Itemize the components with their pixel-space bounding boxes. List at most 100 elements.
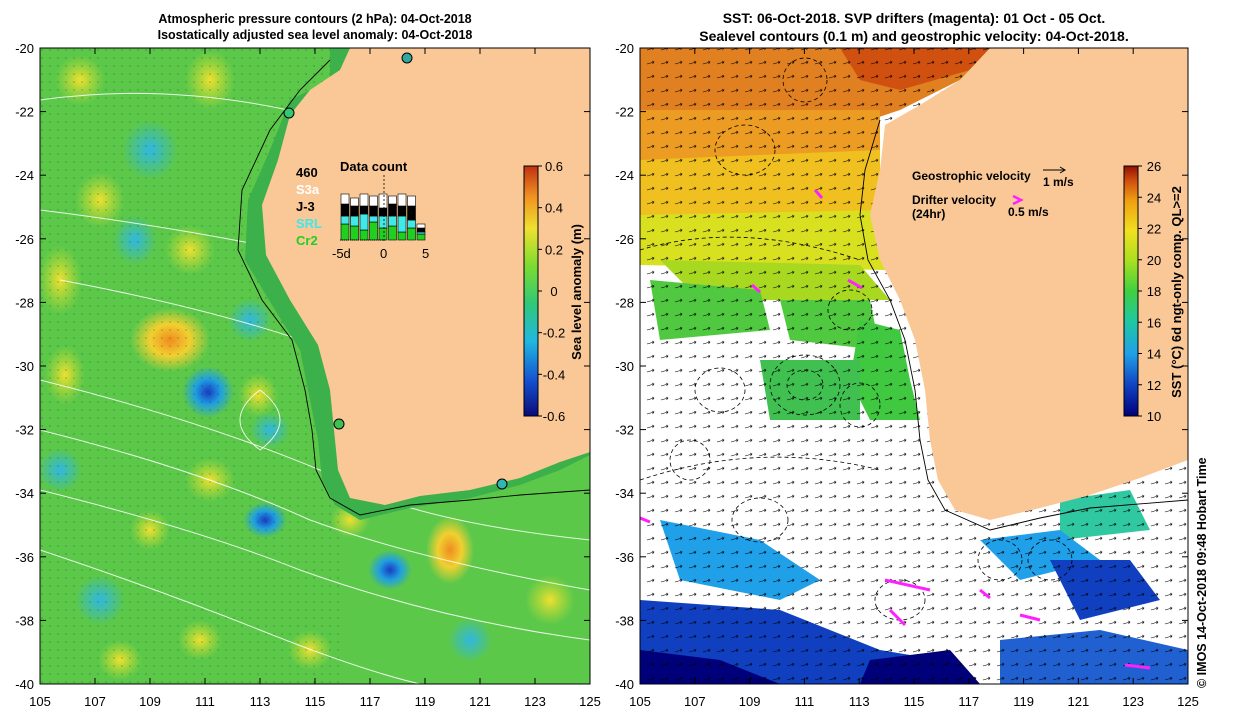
left-x-tick-label: 113 [250,694,271,709]
data-count-bar-segment [340,223,350,241]
data-count-bar-segment [369,221,378,241]
sst-colorbar-tick-label: 10 [1147,409,1161,424]
data-count-bar-segment [388,203,397,217]
left-x-tick-label: 125 [579,694,601,709]
axis-tick-labels: 105 107 109 111 113 115 117 119 121 123 125-20-22-… [15,41,1199,709]
sla-colorbar-label: Sea level anomaly (m) [569,224,584,360]
data-count-axis-min: -5d [332,246,351,261]
left-x-tick-label: 107 [84,694,106,709]
data-count-bar-segment [407,219,416,229]
right-x-tick-label: 123 [1122,694,1144,709]
left-y-tick-label: -26 [15,232,34,247]
geostrophic-scale: 1 m/s [1043,175,1074,189]
left-title-line1: Atmospheric pressure contours (2 hPa): 0… [158,12,472,26]
right-x-tick-label: 107 [684,694,706,709]
geostrophic-label: Geostrophic velocity [912,169,1031,183]
data-count-bar-segment [340,203,350,217]
data-count-bar-segment [378,207,388,217]
left-isobath [237,59,590,516]
data-count-bar-segment [340,193,350,205]
left-y-tick-label: -38 [15,613,34,628]
right-x-tick-label: 109 [739,694,761,709]
copyright-text: © IMOS 14-Oct-2018 09:48 Hobart Time [1195,457,1209,688]
left-y-tick-label: -28 [15,295,34,310]
left-x-tick-label: 117 [360,694,381,709]
sealevel-contours [640,57,1073,621]
left-x-tick-label: 115 [305,694,326,709]
sst-colorbar-tick-label: 22 [1147,222,1161,237]
right-y-tick-label: -34 [615,486,634,501]
right-title-line1: SST: 06-Oct-2018. SVP drifters (magenta)… [722,10,1106,26]
left-x-tick-label: 105 [29,694,51,709]
data-count-bar-segment [369,215,378,223]
data-count-bar-segment [397,231,407,241]
data-count-bar-segment [388,195,397,205]
data-count-bar-segment [397,215,407,233]
right-title-line2: Sealevel contours (0.1 m) and geostrophi… [699,27,1129,44]
right-panel-title: SST: 06-Oct-2018. SVP drifters (magenta)… [640,10,1188,45]
left-title-line2: Isostatically adjusted sea level anomaly… [157,27,473,42]
sst-colorbar [1123,165,1139,417]
data-count-bar-segment [340,215,350,225]
sat-label-s3a: S3a [296,182,320,197]
data-count-bar-segment [378,193,388,209]
data-count-bar-segment [359,205,369,215]
right-x-tick-label: 119 [1013,694,1034,709]
right-y-tick-label: -26 [615,232,634,247]
drifter-sub: (24hr) [912,207,945,221]
sla-colorbar-tick-label: 0 [550,284,557,299]
left-x-tick-label: 109 [139,694,161,709]
velocity-legend-symbols [1012,166,1066,206]
data-count-title: Data count [340,159,408,174]
sst-colorbar-label: SST (°C) 6d ngt-only comp. QL>=2 [1169,186,1184,398]
right-y-tick-label: -30 [615,359,634,374]
sla-colorbar-tick-label: 0.2 [545,242,563,257]
right-y-tick-label: -36 [615,550,634,565]
right-land [870,48,1188,520]
data-count-bar-segment [378,215,388,229]
sst-colorbar-tick-label: 24 [1147,190,1161,205]
sla-colorbar [523,165,539,417]
left-panel-title: Atmospheric pressure contours (2 hPa): 0… [40,12,590,43]
data-count-bar-segment [407,205,416,221]
drifter-tracks [640,189,1151,670]
sla-colorbar-tick-label: -0.2 [543,326,565,341]
left-y-tick-label: -22 [15,105,34,120]
data-count-bar-segment [397,205,407,217]
sat-label-cr2: Cr2 [296,233,318,248]
left-map [40,48,590,684]
data-count-bar-segment [359,213,369,231]
data-count-bar-segment [359,193,369,207]
left-y-tick-label: -20 [15,41,34,56]
sat-label-srl: SRL [296,216,322,231]
right-y-tick-label: -28 [615,295,634,310]
data-count-axis-zero: 0 [380,246,387,261]
data-count-bar-segment [416,233,426,241]
data-count-bar-segment [350,215,359,227]
data-count-bar-segment [416,227,426,233]
data-count-bar-segment [350,225,359,241]
left-land [262,48,590,505]
right-y-tick-label: -20 [615,41,634,56]
data-count-bar-segment [388,225,397,241]
sat-label-j3: J-3 [296,199,315,214]
left-y-tick-label: -34 [15,486,34,501]
right-y-tick-label: -38 [615,613,634,628]
data-count-bar-segment [388,215,397,227]
right-isobath [859,119,1188,531]
sst-colorbar-tick-label: 12 [1147,378,1161,393]
data-count-axis-max: 5 [422,246,429,261]
sst-colorbar-tick-label: 18 [1147,284,1161,299]
right-x-tick-label: 125 [1177,694,1199,709]
left-y-tick-label: -36 [15,550,34,565]
right-map [640,48,1188,684]
left-x-tick-label: 123 [524,694,546,709]
right-x-tick-label: 115 [904,694,925,709]
sst-colorbar-tick-label: 20 [1147,253,1161,268]
left-x-tick-label: 111 [195,694,215,709]
right-x-tick-label: 121 [1068,694,1090,709]
tide-gauge-markers [283,52,508,490]
right-x-tick-label: 117 [958,694,979,709]
pressure-contours [40,92,590,684]
axis-ticks [39,47,1189,685]
